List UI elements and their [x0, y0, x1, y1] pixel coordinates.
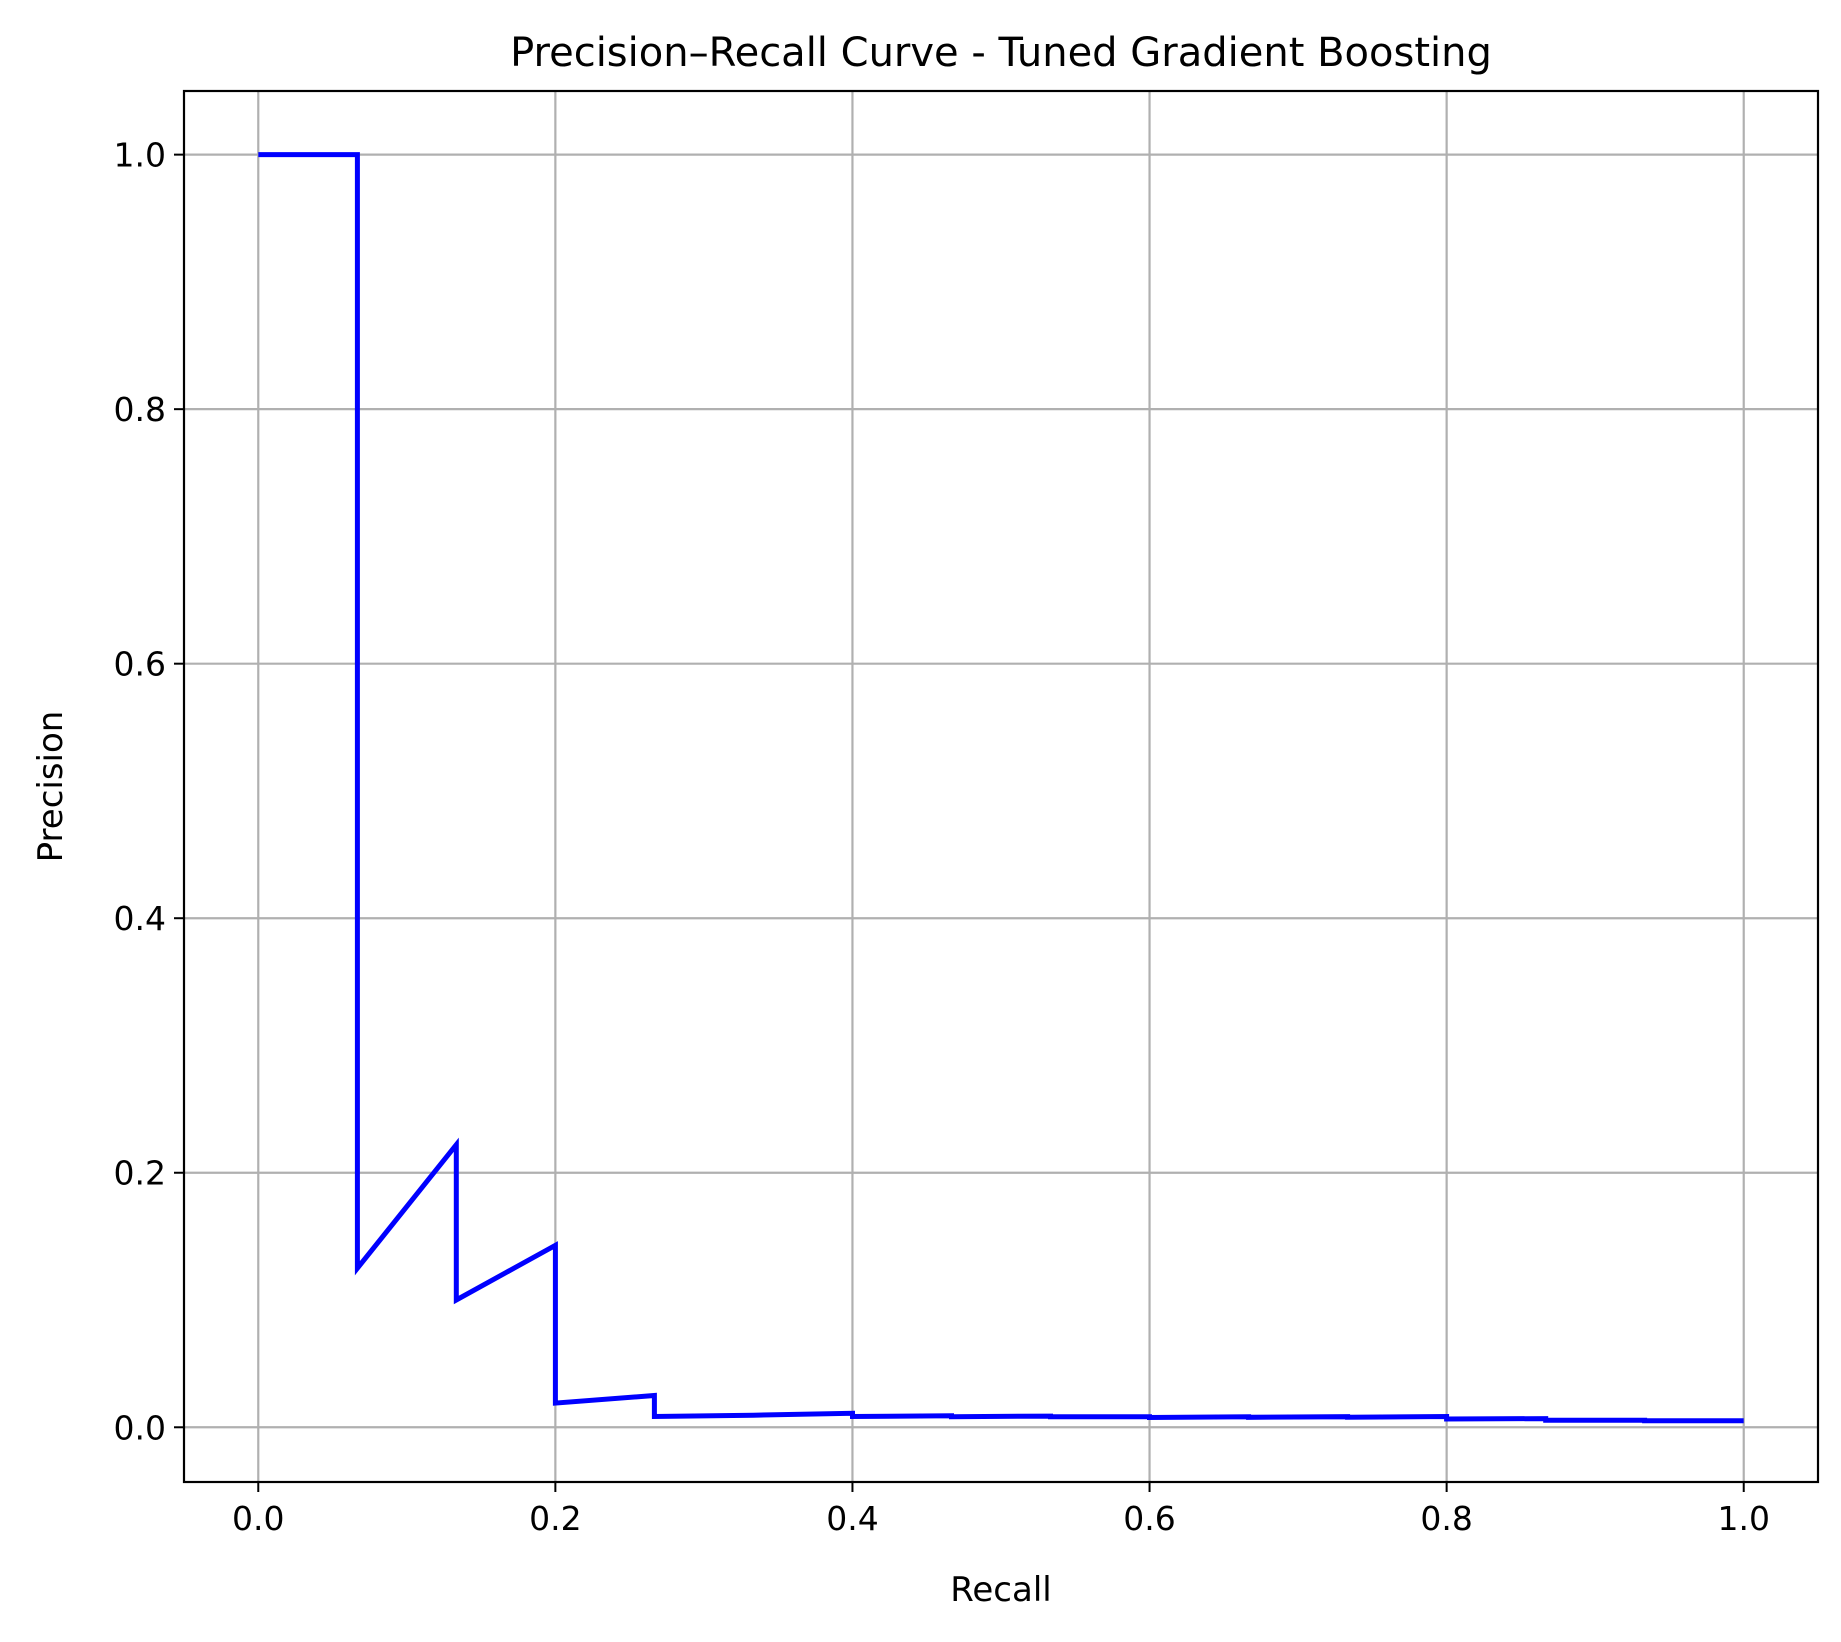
y-tick-label: 0.4	[114, 899, 166, 938]
y-tick-label: 1.0	[114, 136, 166, 175]
y-axis-label: Precision	[31, 711, 71, 863]
x-axis-label: Recall	[950, 1570, 1051, 1610]
x-tick-label: 0.2	[529, 1499, 581, 1538]
plot-frame	[182, 89, 1820, 1484]
x-tick-label: 0.8	[1420, 1499, 1472, 1538]
chart-title: Precision–Recall Curve - Tuned Gradient …	[510, 30, 1492, 76]
y-tick-label: 0.2	[114, 1154, 166, 1193]
y-tick-label: 0.0	[114, 1408, 166, 1447]
x-tick-label: 1.0	[1717, 1499, 1769, 1538]
x-tick-label: 0.0	[232, 1499, 284, 1538]
series-line-0	[258, 152, 1744, 1424]
x-tick-label: 0.6	[1123, 1499, 1175, 1538]
y-tick-label: 0.8	[114, 390, 166, 429]
y-tick-label: 0.6	[114, 645, 166, 684]
axis-layer: 0.0 0.2 0.4 0.6 0.8 1.0 0.0 0.2 0.4 0.6 0.8 1.0	[114, 89, 1820, 1538]
series-layer	[258, 152, 1744, 1424]
x-tick-label: 0.4	[826, 1499, 878, 1538]
grid-layer	[184, 91, 1818, 1482]
